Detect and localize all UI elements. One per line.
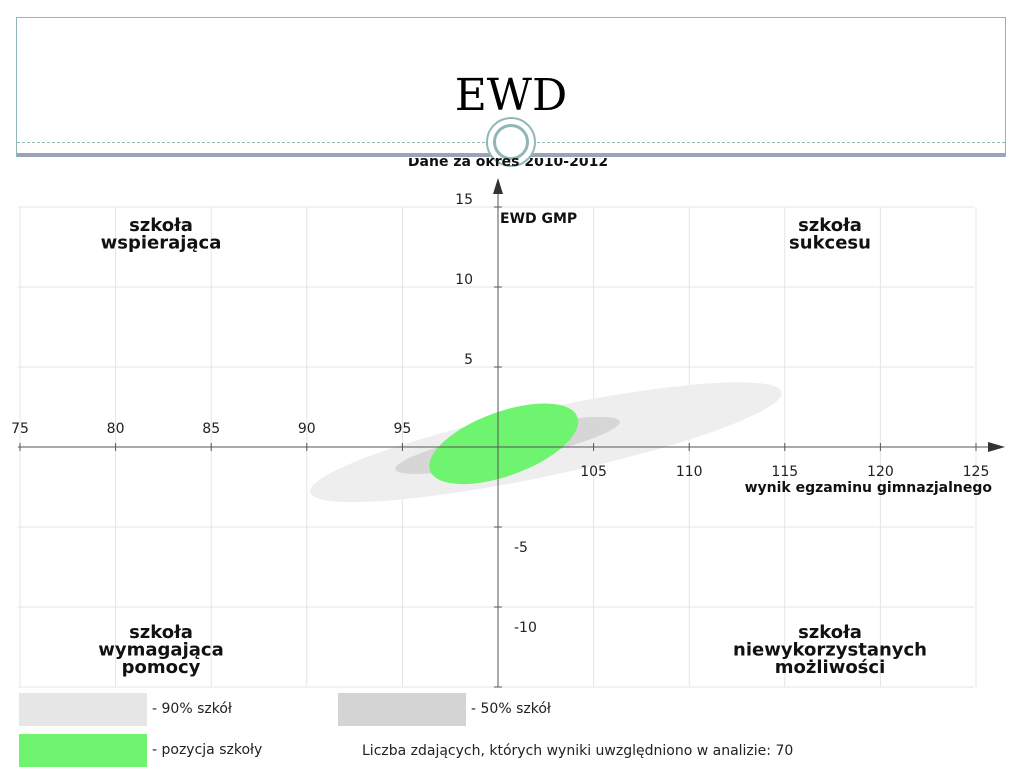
y-tick-label: -5 (514, 540, 528, 556)
legend-label-50: - 50% szkół (471, 701, 551, 717)
quadrant-label-top-right-line: sukcesu (789, 233, 871, 254)
x-tick-label: 105 (580, 464, 607, 480)
quadrant-label-bottom-left-line: pomocy (122, 657, 201, 678)
legend-swatch-90 (19, 693, 147, 726)
ellipse-school-position (429, 403, 579, 485)
legend-swatch-50 (338, 693, 466, 726)
y-axis-arrow-icon (493, 178, 503, 194)
legend-label-90: - 90% szkół (152, 701, 232, 717)
legend-label-school: - pozycja szkoły (152, 742, 263, 758)
x-tick-label: 110 (676, 464, 703, 480)
y-axis-label: EWD GMP (500, 211, 577, 227)
x-tick-label: 85 (202, 421, 220, 437)
y-tick-label: 10 (455, 272, 473, 288)
slide-title: EWD (454, 70, 568, 121)
quadrant-label-bottom-right-line: możliwości (775, 657, 886, 678)
legend-note: Liczba zdających, których wyniki uwzględ… (362, 743, 794, 759)
y-tick-label: 5 (464, 352, 473, 368)
chart-title: Dane za okres 2010-2012 (408, 158, 608, 170)
legend-swatch-school (19, 734, 147, 767)
quadrant-label-bottom-left-line: wymagająca (98, 640, 223, 661)
quadrant-label-bottom-left-line: szkoła (129, 622, 193, 643)
x-tick-label: 80 (107, 421, 125, 437)
x-tick-label: 75 (11, 421, 29, 437)
quadrant-label-bottom-right-line: szkoła (798, 622, 862, 643)
quadrant-label-top-right-line: szkoła (798, 215, 862, 236)
x-axis-label: wynik egzaminu gimnazjalnego (745, 480, 993, 496)
x-tick-label: 120 (867, 464, 894, 480)
ring-ornament-icon (486, 117, 536, 167)
y-tick-label: 15 (455, 192, 473, 208)
x-tick-label: 125 (963, 464, 990, 480)
ewd-chart: 758085909510511011512012515105-5-10-15Da… (11, 158, 1005, 688)
quadrant-label-top-left-line: szkoła (129, 215, 193, 236)
quadrant-label-bottom-right-line: niewykorzystanych (733, 640, 927, 661)
quadrant-label-top-left-line: wspierająca (101, 233, 222, 254)
x-tick-label: 115 (771, 464, 798, 480)
y-tick-label: -10 (514, 620, 537, 636)
x-tick-label: 95 (393, 421, 411, 437)
x-tick-label: 90 (298, 421, 316, 437)
x-axis-arrow-icon (988, 442, 1005, 452)
